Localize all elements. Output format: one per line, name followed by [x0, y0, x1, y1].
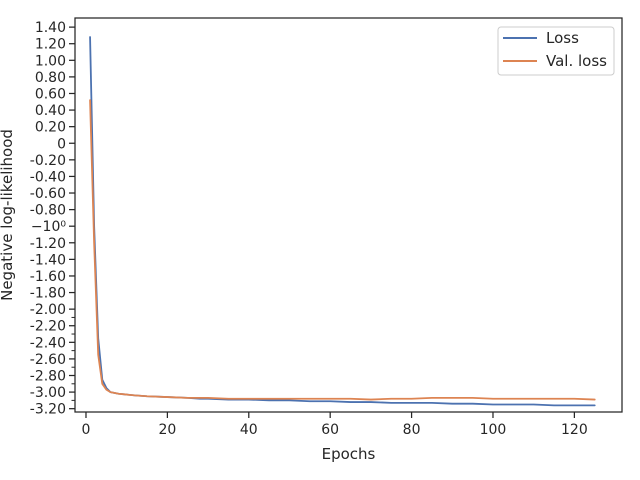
y-tick-label: 0.60 [35, 86, 66, 102]
x-tick-label: 120 [561, 422, 588, 438]
y-tick-label: -0.20 [30, 153, 66, 169]
y-tick-label: 0.20 [35, 120, 66, 136]
y-tick-label: -3.00 [30, 385, 66, 401]
legend: Loss Val. loss [497, 26, 615, 76]
y-tick-label: -2.80 [30, 369, 66, 385]
y-tick-label: -3.20 [30, 402, 66, 418]
x-axis: 0 20 40 60 80 100 120 [82, 412, 588, 438]
series-line-val-loss [89, 99, 596, 401]
x-tick-label: 20 [158, 422, 176, 438]
y-tick-label: -2.20 [30, 319, 66, 335]
y-tick-label: -0.80 [30, 203, 66, 219]
x-tick-label: 0 [82, 422, 91, 438]
y-tick-label: 0.80 [35, 70, 66, 86]
x-tick-label: 40 [240, 422, 258, 438]
x-axis-label: Epochs [322, 445, 376, 463]
y-tick-label: 1.00 [35, 53, 66, 69]
y-axis-label: Negative log-likelihood [0, 129, 16, 301]
plot-frame [74, 17, 623, 413]
x-tick-label: 60 [321, 422, 339, 438]
y-tick-label: -1.60 [30, 269, 66, 285]
y-axis: 1.401.201.000.800.600.400.200-0.20-0.40-… [30, 20, 75, 418]
y-tick-label: -1.20 [30, 236, 66, 252]
y-tick-label: -2.00 [30, 302, 66, 318]
y-tick-label: 1.20 [35, 37, 66, 53]
y-tick-label: 0 [57, 136, 66, 152]
x-tick-label: 100 [480, 422, 507, 438]
legend-label-val-loss: Val. loss [546, 52, 607, 70]
y-tick-label: −10⁰ [31, 219, 67, 235]
legend-label-loss: Loss [546, 29, 579, 47]
x-tick-label: 80 [403, 422, 421, 438]
y-tick-label: -2.40 [30, 335, 66, 351]
y-tick-label: -1.80 [30, 286, 66, 302]
y-tick-label: -2.60 [30, 352, 66, 368]
y-tick-label: 0.40 [35, 103, 66, 119]
series-line-loss [89, 36, 596, 407]
y-tick-label: 1.40 [35, 20, 66, 36]
series-layer [89, 36, 596, 407]
y-tick-label: -0.40 [30, 169, 66, 185]
y-tick-label: -0.60 [30, 186, 66, 202]
y-tick-label: -1.40 [30, 252, 66, 268]
